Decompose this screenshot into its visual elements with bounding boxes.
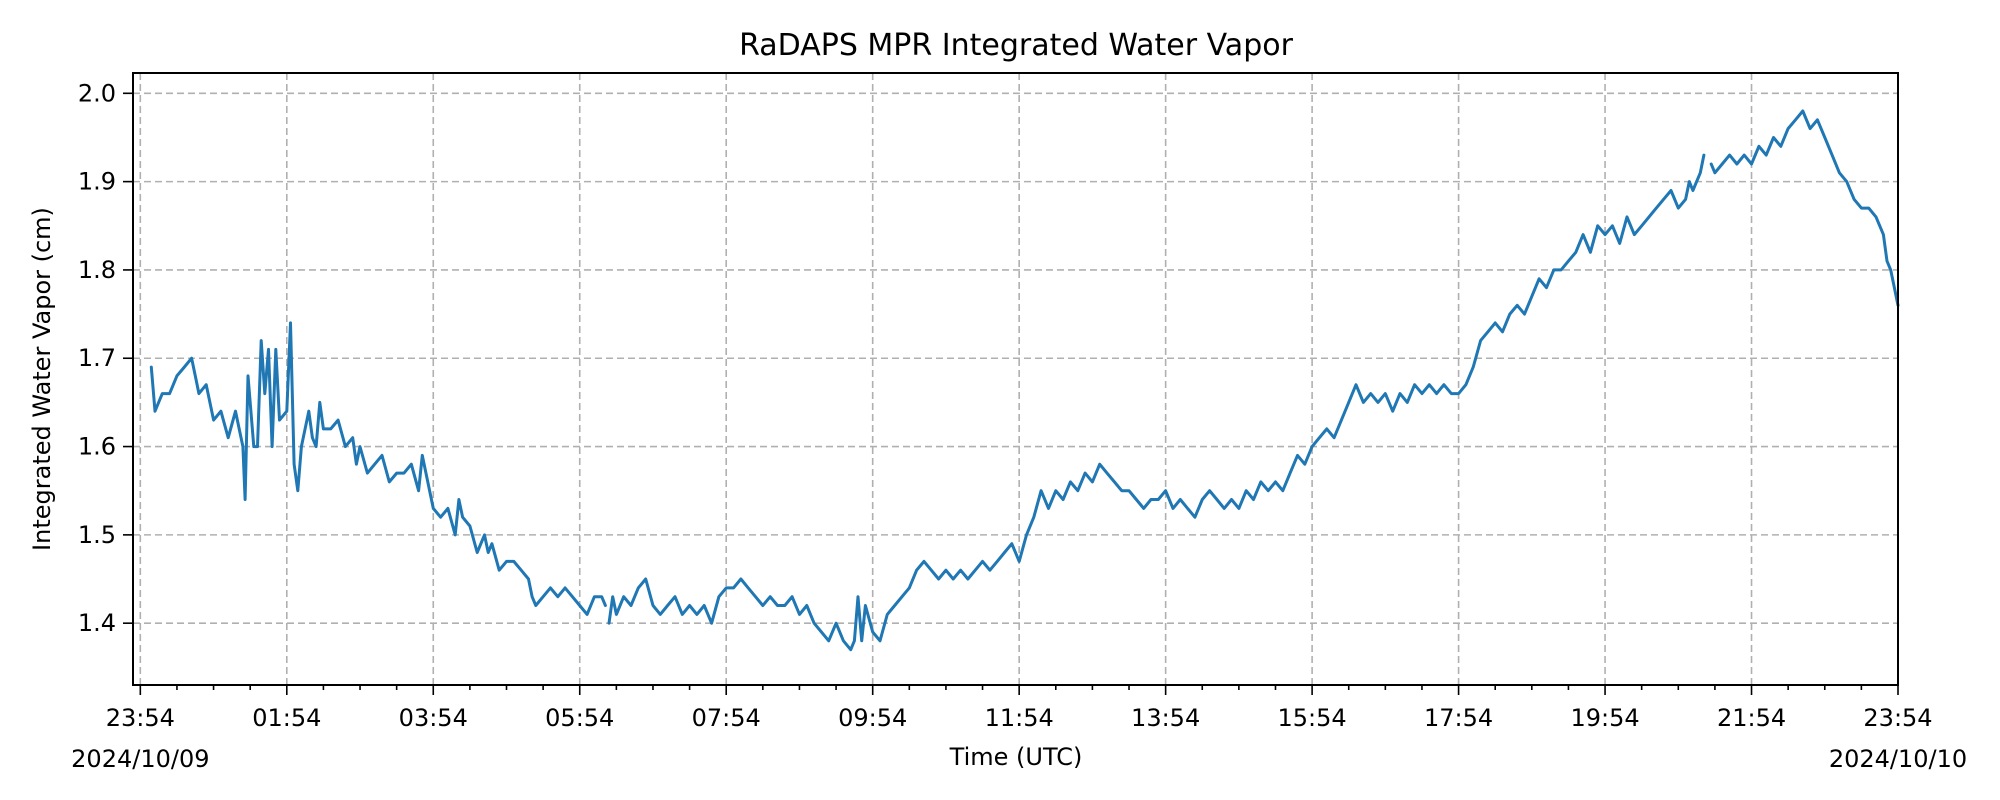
y-axis-label: Integrated Water Vapor (cm) — [28, 207, 56, 551]
x-date-label: 2024/10/10 — [1829, 745, 1967, 773]
series-line-segment — [149, 321, 607, 616]
x-tick-label: 01:54 — [252, 704, 321, 732]
x-tick-label: 21:54 — [1717, 704, 1786, 732]
y-tick-label: 1.5 — [78, 521, 116, 549]
y-tick-label: 1.9 — [78, 168, 116, 196]
y-tick-label: 1.7 — [78, 344, 116, 372]
x-tick-label: 09:54 — [838, 704, 907, 732]
x-tick-label: 11:54 — [985, 704, 1054, 732]
series-line-segment — [1709, 109, 1900, 307]
x-tick-label: 23:54 — [1863, 704, 1932, 732]
y-tick-label: 1.6 — [78, 433, 116, 461]
y-tick-label: 1.8 — [78, 256, 116, 284]
series-line — [149, 109, 1900, 652]
axis-ticks: 23:54 01:54 03:54 05:54 07:54 09:54 11:54 13:54… — [71, 79, 1967, 773]
series-line-segment — [607, 153, 1706, 652]
x-tick-label: 17:54 — [1424, 704, 1493, 732]
y-tick-label: 1.4 — [78, 609, 116, 637]
plot-frame — [132, 72, 1899, 686]
x-tick-label: 03:54 — [399, 704, 468, 732]
chart-title: RaDAPS MPR Integrated Water Vapor — [739, 28, 1294, 63]
x-tick-label: 15:54 — [1278, 704, 1347, 732]
x-tick-label: 05:54 — [545, 704, 614, 732]
x-tick-label: 07:54 — [692, 704, 761, 732]
x-date-label: 2024/10/09 — [71, 745, 209, 773]
x-tick-label: 23:54 — [106, 704, 175, 732]
y-tick-label: 2.0 — [78, 79, 116, 107]
x-axis-label: Time (UTC) — [949, 743, 1083, 771]
x-tick-label: 19:54 — [1570, 704, 1639, 732]
x-tick-label: 13:54 — [1131, 704, 1200, 732]
grid-lines — [133, 73, 1899, 685]
